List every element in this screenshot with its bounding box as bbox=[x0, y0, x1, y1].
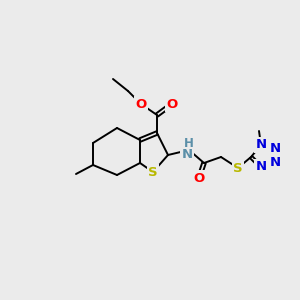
Text: N: N bbox=[269, 155, 281, 169]
Text: N: N bbox=[182, 148, 193, 161]
Text: O: O bbox=[167, 98, 178, 110]
Text: N: N bbox=[269, 142, 281, 154]
Text: S: S bbox=[148, 166, 158, 178]
Text: S: S bbox=[233, 161, 243, 175]
Text: O: O bbox=[135, 98, 147, 110]
Text: N: N bbox=[255, 160, 267, 173]
Text: N: N bbox=[255, 139, 267, 152]
Text: O: O bbox=[194, 172, 205, 184]
Text: H: H bbox=[184, 137, 194, 150]
